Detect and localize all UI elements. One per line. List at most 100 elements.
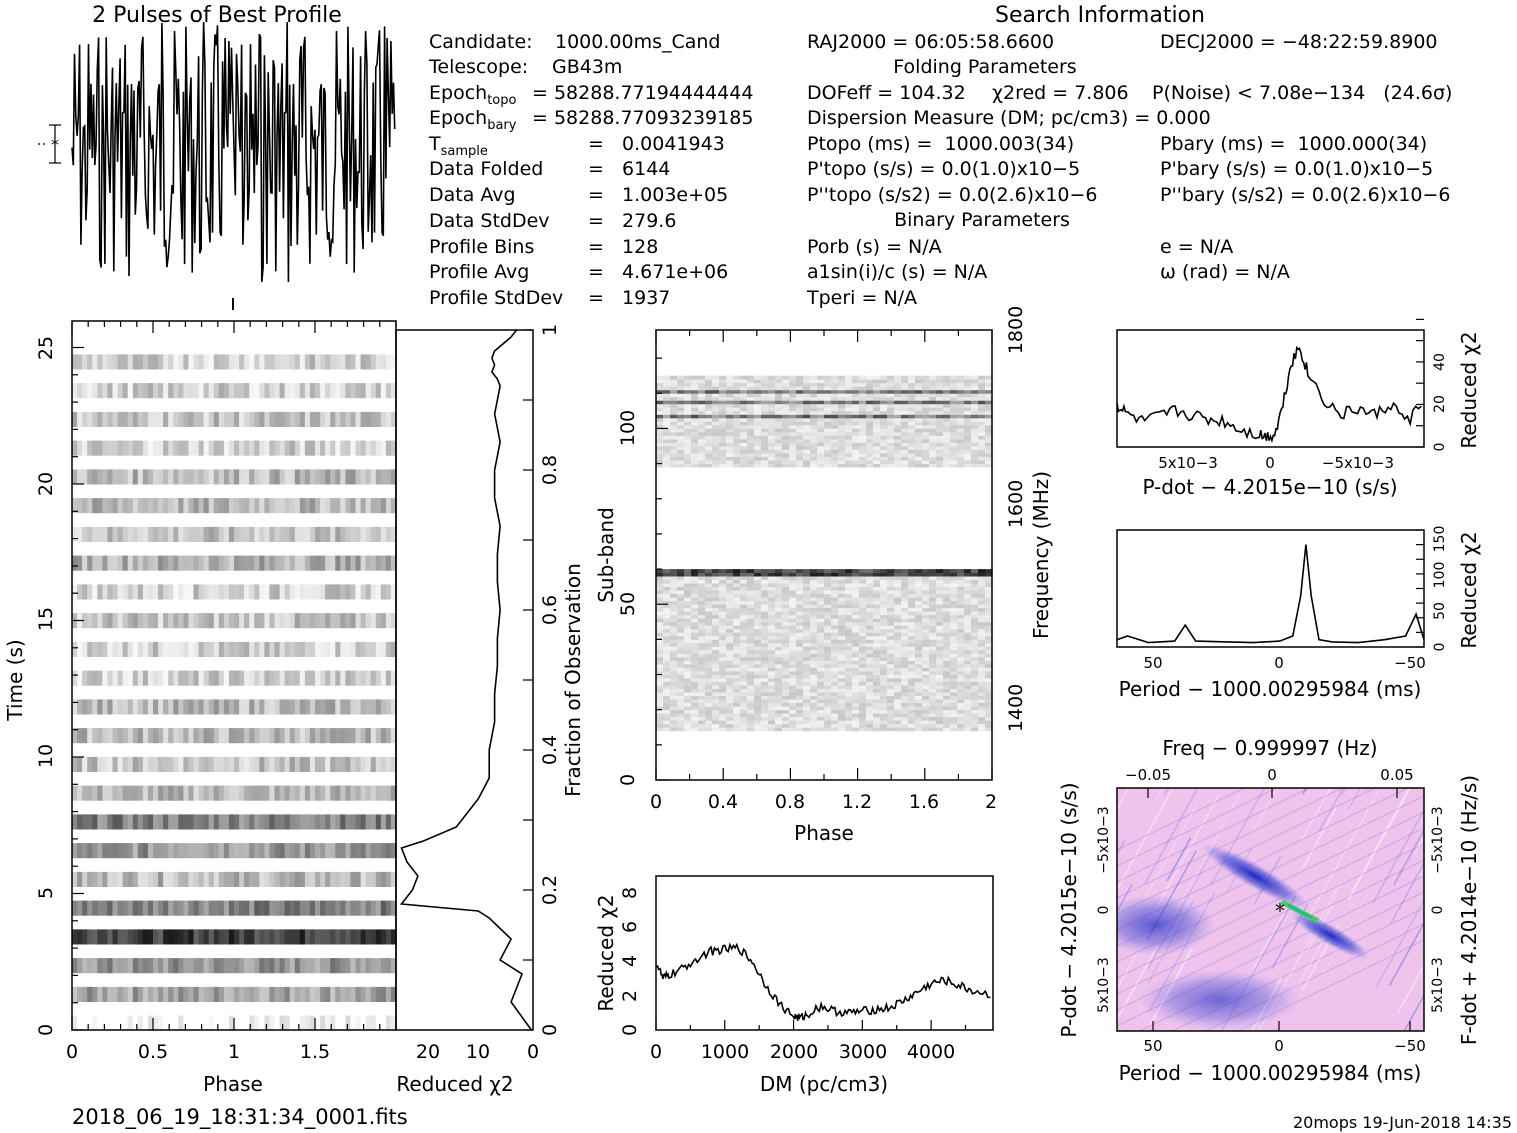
subband-cell xyxy=(901,649,909,654)
time-phase-cell xyxy=(92,469,98,485)
subband-cell xyxy=(810,699,818,703)
time-phase-cell xyxy=(294,613,301,629)
time-phase-cell xyxy=(213,728,220,744)
subband-cell xyxy=(908,403,916,408)
subband-cell xyxy=(726,572,734,577)
subband-cell xyxy=(719,453,727,457)
subband-cell xyxy=(810,439,818,443)
tp-xtick-3: 1.5 xyxy=(300,1041,330,1063)
subband-cell xyxy=(922,671,930,675)
subband-cell xyxy=(880,446,888,450)
subband-cell xyxy=(656,699,664,703)
subband-cell xyxy=(971,723,979,728)
subband-cell xyxy=(929,628,937,633)
subband-cell xyxy=(768,400,776,405)
subband-cell xyxy=(656,428,664,433)
subband-cell xyxy=(838,442,846,447)
subband-cell xyxy=(831,442,839,447)
subband-cell xyxy=(964,407,972,412)
subband-cell xyxy=(761,400,769,405)
subband-cell xyxy=(705,611,713,616)
subband-cell xyxy=(810,604,818,609)
subband-cell xyxy=(684,389,692,394)
subband-cell xyxy=(936,421,944,426)
subband-cell xyxy=(733,449,741,454)
time-phase-cell xyxy=(72,900,78,916)
subband-cell xyxy=(845,421,853,426)
subband-cell xyxy=(782,699,790,703)
subband-cell xyxy=(887,576,895,580)
subband-cell xyxy=(789,386,797,391)
subband-cell xyxy=(908,590,916,595)
subband-cell xyxy=(964,576,972,580)
time-phase-cell xyxy=(87,814,93,830)
subband-cell xyxy=(943,646,951,651)
subband-cell xyxy=(831,706,839,711)
time-phase-cell xyxy=(239,498,245,514)
subband-cell xyxy=(880,664,888,668)
subband-cell xyxy=(803,463,811,468)
time-phase-cell xyxy=(279,440,286,456)
time-phase-cell xyxy=(203,354,210,370)
subband-cell xyxy=(747,688,755,693)
time-phase-cell xyxy=(107,843,114,859)
time-phase-cell xyxy=(274,469,281,485)
subband-cell xyxy=(943,424,951,429)
subband-cell xyxy=(887,692,895,696)
subband-cell xyxy=(768,625,776,630)
subband-cell xyxy=(754,628,762,633)
time-phase-cell xyxy=(254,670,260,686)
subband-cell xyxy=(908,660,916,665)
subband-cell xyxy=(775,646,783,651)
time-phase-cell xyxy=(153,900,159,916)
subband-cell xyxy=(747,463,755,468)
time-phase-cell xyxy=(173,929,179,945)
subband-cell xyxy=(691,646,699,651)
time-phase-cell xyxy=(77,383,83,399)
time-phase-cell xyxy=(234,986,240,1002)
subband-cell xyxy=(789,653,797,658)
time-phase-cell xyxy=(279,900,286,916)
subband-cell xyxy=(761,460,769,464)
subband-cell xyxy=(712,576,720,580)
subband-cell xyxy=(796,604,804,609)
subband-cell xyxy=(775,716,783,721)
subband-cell xyxy=(845,569,853,573)
subband-cell xyxy=(985,628,993,633)
subband-cell xyxy=(964,583,972,587)
time-phase-cell xyxy=(299,814,306,830)
time-phase-cell xyxy=(168,469,174,485)
subband-cell xyxy=(754,723,762,728)
subband-cell xyxy=(943,635,951,640)
subband-cell xyxy=(761,614,769,619)
subband-cell xyxy=(677,720,685,725)
subband-cell xyxy=(719,586,727,591)
subband-cell xyxy=(929,632,937,637)
subband-cell xyxy=(845,586,853,591)
subband-cell xyxy=(943,618,951,623)
time-phase-cell xyxy=(158,900,164,916)
subband-cell xyxy=(873,671,881,675)
subband-cell xyxy=(852,628,860,633)
time-phase-cell xyxy=(203,526,210,542)
time-phase-cell xyxy=(163,411,169,427)
subband-cell xyxy=(880,621,888,626)
time-phase-cell xyxy=(163,440,169,456)
time-phase-cell xyxy=(304,613,311,629)
time-phase-cell xyxy=(365,699,372,715)
subband-cell xyxy=(789,720,797,725)
subband-cell xyxy=(796,720,804,725)
time-phase-cell xyxy=(355,411,362,427)
time-phase-cell xyxy=(249,756,255,772)
subband-cell xyxy=(719,414,727,419)
time-phase-cell xyxy=(340,354,346,370)
subband-cell xyxy=(684,569,692,573)
subband-cell xyxy=(775,628,783,633)
subband-cell xyxy=(712,618,720,623)
subband-cell xyxy=(698,632,706,637)
subband-cell xyxy=(726,428,734,433)
subband-cell xyxy=(887,463,895,468)
time-phase-cell xyxy=(335,469,341,485)
subband-cell xyxy=(796,667,804,672)
subband-cell xyxy=(712,579,720,584)
